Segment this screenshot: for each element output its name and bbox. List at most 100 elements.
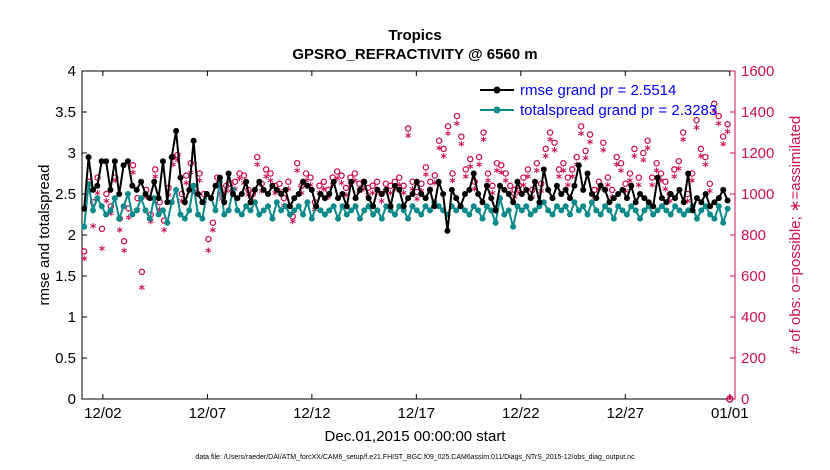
rmse-point: [641, 195, 648, 202]
possible-obs-marker: [316, 182, 323, 190]
rmse-point: [203, 191, 210, 197]
rmse-point: [129, 182, 136, 189]
possible-obs-marker: [395, 174, 403, 181]
possible-obs-marker: [267, 170, 274, 177]
rmse-point: [221, 199, 228, 206]
y-right-tick-label: 0: [741, 391, 749, 408]
possible-obs-marker: [138, 268, 146, 276]
spread-point: [483, 203, 490, 210]
spread-point: [610, 215, 617, 222]
spread-point: [177, 211, 184, 218]
possible-obs-marker: [462, 166, 470, 173]
possible-obs-marker: [710, 100, 718, 108]
legend-rmse-marker: [493, 86, 501, 94]
spread-point: [632, 207, 639, 214]
assimilated-obs-marker: *: [343, 190, 350, 204]
rmse-point: [711, 199, 718, 206]
rmse-point: [584, 170, 591, 177]
rmse-point: [645, 199, 652, 206]
rmse-point: [168, 154, 175, 161]
possible-obs-marker: [569, 166, 576, 173]
possible-obs-marker: [604, 174, 612, 181]
rmse-point: [142, 191, 149, 197]
possible-obs-marker: [466, 155, 474, 163]
rmse-point: [365, 195, 372, 202]
assimilated-obs-marker: *: [707, 186, 714, 200]
assimilated-obs-marker: *: [622, 186, 629, 200]
y-right-tick-label: 1200: [741, 145, 774, 162]
possible-obs-marker: [653, 159, 660, 167]
spread-point: [667, 211, 674, 218]
assimilated-obs-marker: *: [600, 145, 607, 159]
assimilated-obs-marker: *: [667, 196, 674, 210]
rmse-point: [238, 191, 245, 197]
rmse-point: [151, 178, 158, 185]
possible-obs-marker: [520, 174, 527, 181]
rmse-point: [496, 182, 503, 189]
rmse-point: [348, 178, 355, 185]
y-right-tick-label: 1400: [741, 104, 774, 121]
assimilated-obs-marker: *: [605, 180, 612, 194]
rmse-point: [317, 191, 324, 197]
spread-point: [365, 203, 372, 210]
spread-point: [545, 207, 552, 214]
possible-obs-marker: [98, 225, 106, 233]
rmse-point: [580, 186, 587, 193]
assimilated-obs-marker: *: [330, 180, 337, 194]
spread-point: [536, 203, 543, 210]
rmse-point: [383, 186, 390, 193]
y-axis-right-label: # of obs: o=possible; ∗=assimilated: [787, 116, 804, 355]
possible-obs-marker: [679, 129, 687, 136]
assimilated-obs-marker: *: [689, 176, 696, 190]
spread-point: [628, 203, 635, 210]
assimilated-obs-marker: *: [680, 135, 687, 149]
possible-obs-marker: [240, 172, 248, 179]
assimilated-obs-marker: *: [494, 165, 501, 179]
assimilated-obs-marker: *: [587, 137, 594, 151]
possible-obs-marker: [644, 137, 651, 144]
rmse-point: [536, 199, 543, 206]
rmse-point: [116, 191, 123, 197]
possible-obs-marker: [254, 153, 261, 161]
spread-point: [308, 215, 315, 222]
spread-point: [580, 203, 587, 210]
spread-point: [479, 215, 486, 222]
possible-obs-marker: [262, 166, 270, 173]
rmse-point: [273, 186, 280, 193]
spread-point: [663, 207, 670, 214]
rmse-point: [81, 205, 88, 212]
possible-obs-marker: [342, 184, 350, 192]
rmse-point: [518, 191, 525, 197]
possible-obs-marker: [183, 172, 190, 179]
rmse-point: [562, 186, 569, 193]
y-right-tick-label: 1000: [741, 186, 774, 203]
possible-obs-marker: [662, 178, 669, 185]
assimilated-obs-marker: *: [356, 186, 363, 200]
spread-point: [619, 207, 626, 214]
legend: rmse grand pr = 2.5514 totalspread grand…: [480, 82, 717, 119]
spread-point: [523, 203, 530, 210]
rmse-point: [186, 186, 193, 193]
x-axis: 12/02 12/07 12/12 12/17 12/22 12/27 01/01: [84, 71, 749, 422]
x-tick-label: 01/01: [711, 405, 749, 422]
assimilated-obs-marker: *: [183, 178, 190, 192]
assimilated-obs-marker: *: [392, 184, 399, 198]
spread-point: [396, 203, 403, 210]
rmse-point: [155, 195, 162, 202]
possible-obs-marker: [715, 112, 722, 120]
y-left-tick-label: 4: [68, 63, 76, 80]
assimilated-obs-marker: *: [711, 106, 718, 120]
spread-point: [378, 215, 385, 222]
spread-point: [225, 207, 232, 214]
y-left-tick-label: 3: [68, 145, 76, 162]
spread-point: [190, 182, 197, 189]
possible-obs-marker: [80, 248, 88, 255]
rmse-point: [251, 186, 258, 193]
possible-obs-marker: [631, 145, 638, 153]
possible-obs-marker: [551, 139, 558, 146]
y-right-tick-label: 400: [741, 309, 766, 326]
rmse-point: [361, 178, 368, 185]
rmse-point: [435, 178, 442, 185]
assimilated-obs-marker: *: [130, 168, 137, 182]
spread-point: [593, 207, 600, 214]
